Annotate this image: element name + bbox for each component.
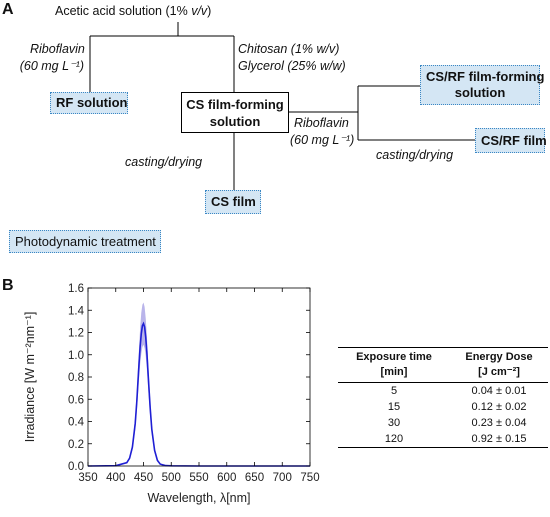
x-tick-label: 750 — [300, 472, 319, 484]
left-branch-dose: (60 mg L⁻¹) — [19, 59, 84, 73]
y-tick-label: 0.2 — [68, 439, 84, 451]
x-tick-label: 500 — [162, 472, 181, 484]
cell-time: 15 — [387, 401, 401, 413]
right-branch-dose: (60 mg L⁻¹) — [290, 133, 355, 147]
cell-dose: 0.12 ± 0.02 — [471, 401, 527, 413]
cs-film-node: CS film — [205, 190, 261, 214]
y-tick-label: 0.6 — [68, 394, 84, 406]
header-exposure-line2: [min] — [380, 366, 408, 378]
energy-dose-table: Exposure time [min] Energy Dose [J cm⁻²]… — [338, 347, 548, 448]
irradiance-chart: 350 400 450 500 550 600 650 700 750 0.0 0.2 0.4 0.6 0… — [23, 283, 320, 505]
x-tick-label: 350 — [78, 472, 97, 484]
table-row: 30 0.23 ± 0.04 — [338, 415, 548, 431]
cell-time: 5 — [390, 385, 398, 397]
x-tick-label: 650 — [245, 472, 264, 484]
cell-dose: 0.23 ± 0.04 — [471, 417, 527, 429]
series-error-band — [88, 302, 310, 466]
x-tick-label: 550 — [189, 472, 208, 484]
left-branch-riboflavin: Riboflavin — [30, 42, 85, 56]
csrf-solution-node: CS/RF film-forming solution — [420, 65, 545, 105]
csrf-solution-line2: solution — [454, 85, 506, 100]
x-tick-label: 700 — [273, 472, 292, 484]
table-row: 15 0.12 ± 0.02 — [338, 399, 548, 415]
x-tick-label: 600 — [217, 472, 236, 484]
y-tick-label: 1.6 — [68, 283, 84, 295]
energy-dose-table-wrap: Exposure time [min] Energy Dose [J cm⁻²]… — [338, 347, 548, 448]
x-tick-label: 450 — [134, 472, 153, 484]
y-tick-label: 1.4 — [68, 305, 85, 317]
header-energy-line1: Energy Dose — [465, 351, 533, 363]
center-branch-chitosan: Chitosan (1% w/v) — [238, 42, 340, 56]
cell-dose: 0.92 ± 0.15 — [450, 431, 548, 448]
table-header-row: Exposure time [min] Energy Dose [J cm⁻²] — [338, 347, 548, 383]
y-tick-label: 1.2 — [68, 328, 84, 340]
center-branch-glycerol: Glycerol (25% w/w) — [238, 59, 346, 73]
casting-label-center: casting/drying — [125, 155, 203, 169]
flow-connectors — [89, 22, 475, 190]
csrf-film-node: CS/RF film — [475, 128, 547, 153]
header-exposure-line1: Exposure time — [356, 351, 432, 363]
right-branch-riboflavin: Riboflavin — [294, 116, 349, 130]
cs-solution-node: CS film-forming solution — [181, 92, 289, 133]
panel-a-letter: A — [2, 1, 14, 18]
header-energy-line2: [J cm⁻²] — [478, 366, 520, 378]
table-row: 5 0.04 ± 0.01 — [338, 383, 548, 400]
cs-solution-line2: solution — [209, 114, 261, 129]
y-tick-label: 0.0 — [68, 461, 84, 473]
photodynamic-treatment-node: Photodynamic treatment — [9, 230, 161, 253]
y-tick-label: 0.4 — [68, 417, 85, 429]
table-row: 120 0.92 ± 0.15 — [338, 431, 548, 448]
plot-frame — [87, 287, 311, 467]
cell-dose: 0.04 ± 0.01 — [471, 385, 527, 397]
x-axis-label: Wavelength, λ[nm] — [147, 491, 250, 505]
y-axis-label: Irradiance [W m⁻²nm⁻¹] — [23, 312, 37, 443]
rf-solution-node: RF solution — [50, 92, 128, 114]
y-tick-label: 0.8 — [68, 372, 84, 384]
casting-label-right: casting/drying — [376, 148, 454, 162]
header-energy-dose: Energy Dose [J cm⁻²] — [450, 348, 548, 383]
header-exposure-time: Exposure time [min] — [338, 348, 450, 383]
panel-b-letter: B — [2, 277, 14, 294]
x-tick-label: 400 — [106, 472, 125, 484]
cell-time: 120 — [338, 431, 450, 448]
root-label: Acetic acid solution (1% v/v) — [55, 4, 212, 18]
cs-solution-line1: CS film-forming — [186, 97, 284, 112]
cell-time: 30 — [387, 417, 401, 429]
y-tick-label: 1.0 — [68, 350, 84, 362]
csrf-solution-line1: CS/RF film-forming — [426, 69, 545, 84]
series-line — [87, 321, 310, 467]
